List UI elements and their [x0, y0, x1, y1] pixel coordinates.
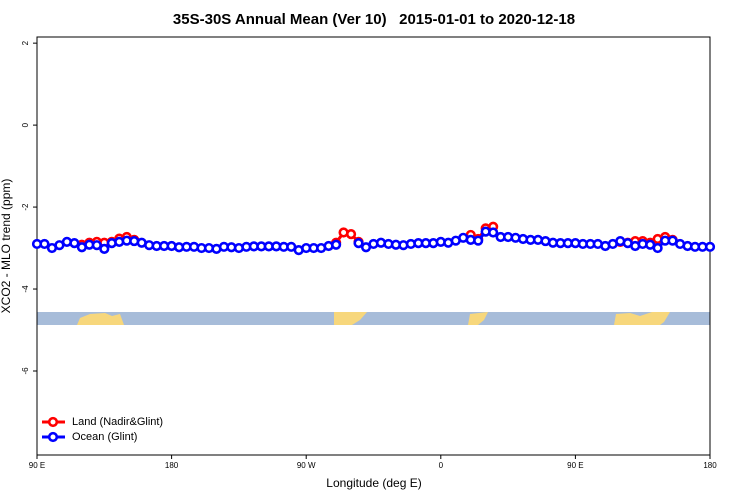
- x-tick-label: 180: [165, 461, 179, 470]
- x-tick-label: 90 E: [29, 461, 45, 470]
- data-point: [99, 243, 110, 254]
- x-tick-label: 180: [703, 461, 717, 470]
- legend-marker: [47, 431, 59, 443]
- data-point: [704, 241, 716, 252]
- y-tick-label: -2: [21, 203, 30, 211]
- data-point: [331, 239, 342, 250]
- y-tick-label: 2: [21, 40, 30, 45]
- legend-label: Ocean (Glint): [72, 431, 137, 443]
- data-point: [652, 242, 663, 254]
- data-point: [69, 238, 80, 249]
- y-tick-label: -6: [21, 367, 30, 375]
- x-tick-label: 90 W: [297, 461, 316, 470]
- chart-title: 35S-30S Annual Mean (Ver 10) 2015-01-01 …: [173, 11, 575, 28]
- x-tick-label: 90 E: [567, 461, 583, 470]
- data-point: [473, 235, 484, 246]
- data-point: [345, 229, 357, 240]
- data-point: [488, 227, 499, 238]
- x-axis-label: Longitude (deg E): [326, 476, 421, 490]
- y-tick-label: -4: [21, 285, 30, 293]
- legend-marker: [47, 416, 59, 428]
- y-tick-label: 0: [21, 122, 30, 127]
- data-point: [91, 240, 102, 251]
- data-point: [353, 238, 364, 249]
- map-strip: [37, 312, 710, 325]
- data-point: [39, 238, 50, 250]
- x-tick-label: 0: [439, 461, 444, 470]
- legend-label: Land (Nadir&Glint): [72, 416, 163, 428]
- y-axis-label: XCO2 - MLO trend (ppm): [0, 179, 13, 314]
